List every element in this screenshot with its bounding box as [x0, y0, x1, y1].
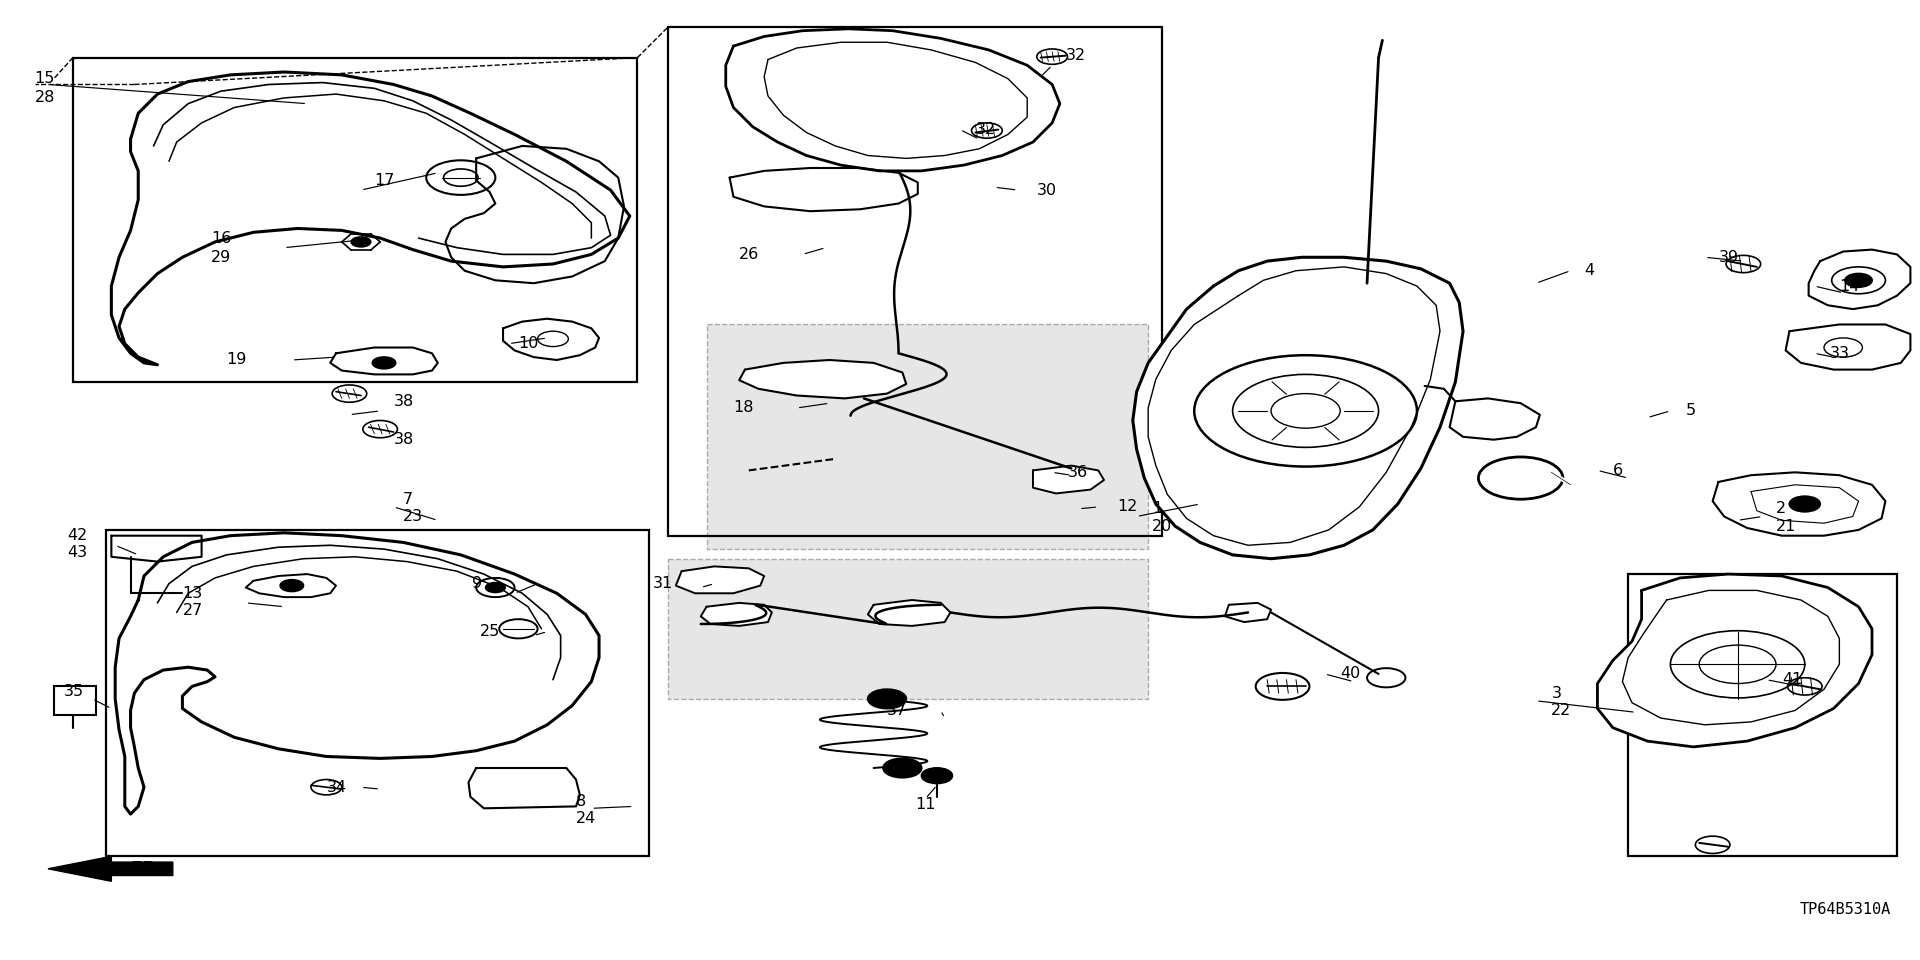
Bar [106, 530, 649, 856]
Text: 6: 6 [1613, 463, 1622, 478]
Text: 1: 1 [1152, 501, 1162, 516]
Circle shape [486, 583, 505, 592]
Polygon shape [503, 319, 599, 360]
Text: 26: 26 [739, 247, 760, 262]
Polygon shape [739, 360, 906, 398]
Text: 31: 31 [653, 576, 674, 591]
Bar [707, 324, 1148, 549]
Text: 38: 38 [394, 394, 415, 409]
Text: 2: 2 [1776, 501, 1786, 516]
Circle shape [280, 580, 303, 591]
Text: 24: 24 [576, 811, 597, 827]
Polygon shape [1225, 603, 1271, 622]
Polygon shape [726, 29, 1060, 171]
Text: 34: 34 [326, 780, 346, 795]
Text: 32: 32 [1066, 48, 1085, 63]
Text: 5: 5 [1686, 403, 1695, 419]
Text: 3: 3 [1551, 685, 1561, 701]
Bar [73, 58, 637, 382]
Text: TP64B5310A: TP64B5310A [1799, 902, 1891, 918]
Circle shape [883, 758, 922, 778]
Circle shape [922, 768, 952, 783]
Polygon shape [1597, 574, 1872, 747]
Text: FR.: FR. [131, 860, 163, 877]
Text: 37: 37 [887, 703, 906, 718]
Polygon shape [48, 856, 173, 881]
Text: 16: 16 [211, 230, 232, 246]
Text: 13: 13 [182, 586, 204, 601]
Polygon shape [1450, 398, 1540, 440]
Polygon shape [701, 603, 772, 626]
Text: 27: 27 [182, 603, 204, 618]
Text: 4: 4 [1584, 263, 1594, 278]
Polygon shape [115, 533, 599, 814]
Circle shape [351, 237, 371, 247]
Polygon shape [330, 348, 438, 374]
Text: 39: 39 [1718, 250, 1738, 265]
Text: 25: 25 [480, 624, 501, 639]
Bar [54, 686, 96, 715]
Text: 18: 18 [733, 400, 755, 416]
Polygon shape [868, 600, 950, 626]
Polygon shape [468, 768, 580, 808]
Text: 20: 20 [1152, 518, 1173, 534]
Circle shape [868, 689, 906, 708]
Circle shape [1845, 274, 1872, 287]
Text: 38: 38 [394, 432, 415, 447]
Bar [1628, 574, 1897, 856]
Text: 29: 29 [211, 250, 232, 265]
Text: 7: 7 [403, 492, 413, 507]
Text: 11: 11 [916, 797, 935, 812]
Polygon shape [1033, 466, 1104, 493]
Polygon shape [111, 536, 202, 562]
Polygon shape [111, 72, 630, 365]
Polygon shape [1809, 250, 1910, 309]
Text: 21: 21 [1776, 518, 1797, 534]
Polygon shape [730, 168, 918, 211]
Text: 33: 33 [1830, 346, 1849, 361]
Text: 15: 15 [35, 71, 56, 86]
Text: 14: 14 [1839, 278, 1860, 294]
Polygon shape [676, 566, 764, 593]
Text: 23: 23 [403, 509, 422, 524]
Text: 35: 35 [63, 684, 83, 699]
Text: 17: 17 [374, 173, 396, 188]
Text: 22: 22 [1551, 703, 1572, 718]
Circle shape [372, 357, 396, 369]
Polygon shape [1133, 257, 1463, 559]
Text: 41: 41 [1782, 672, 1803, 687]
Text: 8: 8 [576, 794, 586, 809]
Text: 30: 30 [1037, 182, 1056, 198]
Bar [668, 559, 1148, 699]
Text: 36: 36 [1068, 465, 1087, 480]
Text: 9: 9 [472, 576, 482, 591]
Polygon shape [445, 146, 624, 283]
Polygon shape [1786, 324, 1910, 370]
Text: 42: 42 [67, 528, 88, 543]
Circle shape [1789, 496, 1820, 512]
Polygon shape [1713, 472, 1885, 536]
Text: 28: 28 [35, 90, 56, 106]
Text: 12: 12 [1117, 499, 1139, 515]
Text: 40: 40 [1340, 666, 1361, 682]
Text: 19: 19 [227, 352, 248, 368]
Polygon shape [246, 574, 336, 597]
Text: 43: 43 [67, 545, 86, 561]
Bar [668, 27, 1162, 536]
Text: 32: 32 [975, 122, 995, 137]
Text: 10: 10 [518, 336, 540, 351]
